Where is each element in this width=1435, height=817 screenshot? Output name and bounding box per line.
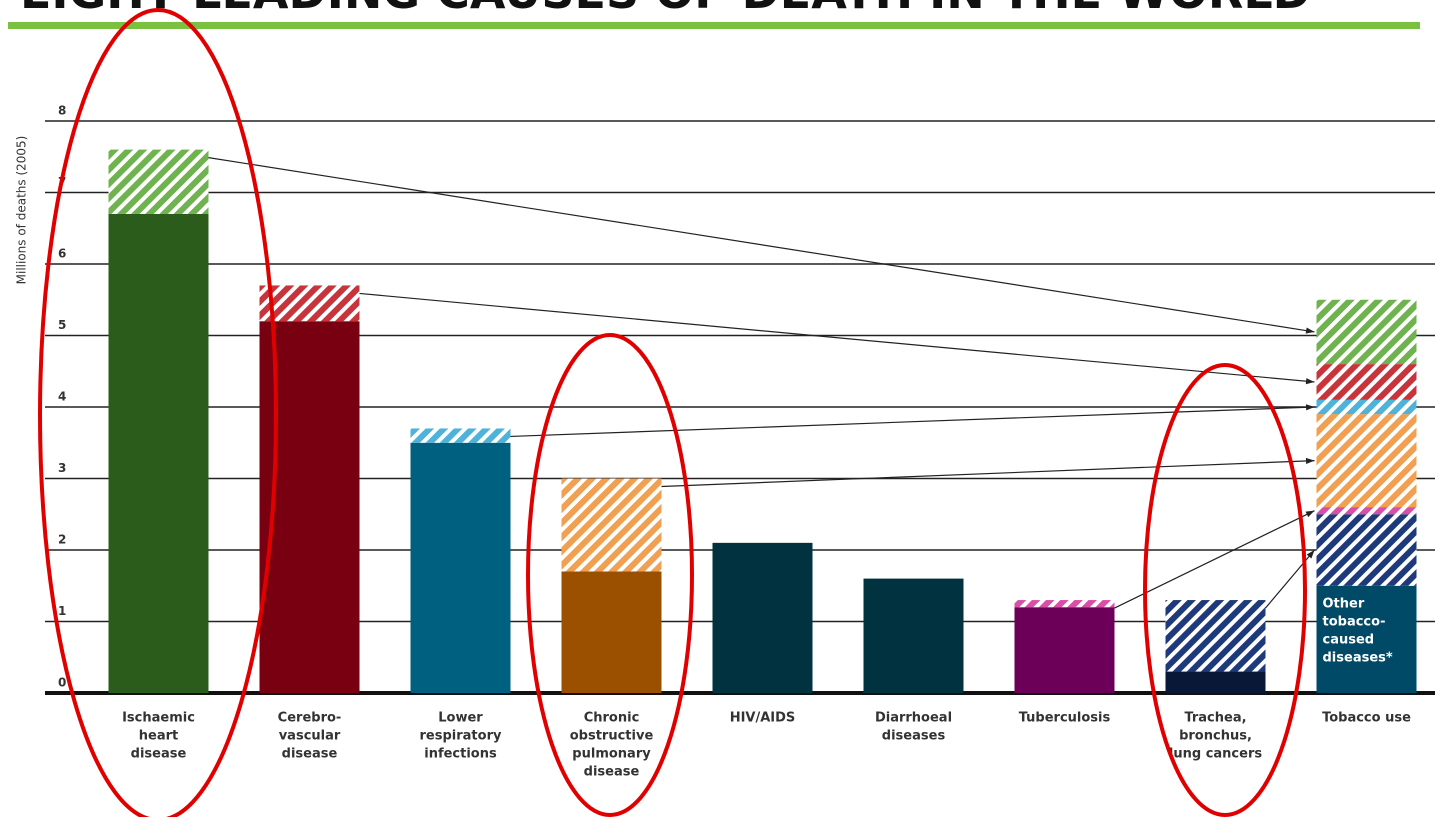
x-tick-label: Cerebro- [278, 711, 342, 726]
bar [863, 578, 964, 693]
segment-label: tobacco- [1323, 614, 1386, 629]
arrow-head [1305, 378, 1315, 385]
arrow-head [1306, 550, 1315, 559]
x-tick-label: lung cancers [1169, 747, 1262, 762]
stack-segment [1316, 364, 1417, 400]
bar-hatched [1165, 600, 1266, 672]
highlight-ellipse [1143, 363, 1307, 817]
x-tick-label: vascular [279, 729, 341, 744]
x-tick-label: bronchus, [1179, 729, 1252, 744]
y-tick-label: 4 [58, 390, 66, 404]
x-tick-label: Trachea, [1184, 711, 1246, 726]
bar [1165, 671, 1266, 693]
plot: 012345678IschaemicheartdiseaseCerebro-va… [45, 104, 1435, 780]
x-tick-label: Diarrhoeal [875, 711, 952, 726]
arrow-head [1305, 510, 1315, 518]
highlight-ellipse [38, 8, 278, 817]
arrow-head [1305, 457, 1315, 465]
bar [712, 542, 813, 693]
x-tick-label: HIV/AIDS [730, 711, 796, 726]
arrow-line [510, 406, 1315, 438]
highlight-ellipse [526, 333, 694, 817]
x-tick-label: Tobacco use [1322, 711, 1411, 726]
x-tick-label: Ischaemic [122, 711, 195, 726]
arrow-line [1265, 549, 1315, 609]
stack-segment [1316, 399, 1417, 415]
x-tick-label: diseases [882, 729, 946, 744]
x-tick-label: Lower [438, 711, 483, 726]
x-tick-label: obstructive [570, 729, 654, 744]
x-tick-label: disease [584, 765, 640, 780]
x-tick-label: Tuberculosis [1019, 711, 1111, 726]
annotations [38, 8, 1307, 817]
segment-label: diseases* [1323, 650, 1393, 665]
stack-segment [1316, 514, 1417, 586]
arrow-head [1305, 327, 1315, 334]
y-tick-label: 8 [58, 104, 66, 118]
x-tick-label: disease [282, 747, 338, 762]
y-tick-label: 0 [58, 676, 66, 690]
arrow-line [1114, 510, 1315, 609]
bar-hatched [410, 428, 511, 443]
title-rule [8, 22, 1420, 29]
x-tick-label: heart [139, 729, 178, 744]
y-axis-label: Millions of deaths (2005) [15, 136, 29, 285]
y-tick-label: 5 [58, 318, 66, 332]
bar-hatched [259, 285, 360, 322]
arrow-line [359, 292, 1315, 383]
bar-hatched [1014, 600, 1115, 608]
stack-segment [1316, 585, 1417, 693]
x-tick-label: pulmonary [572, 747, 651, 762]
bar-hatched [561, 478, 662, 572]
segment-label: caused [1323, 632, 1375, 647]
x-tick-label: Chronic [584, 711, 640, 726]
x-tick-label: infections [424, 747, 497, 762]
bar-hatched [108, 149, 209, 214]
bar [108, 213, 209, 693]
y-tick-label: 1 [58, 604, 66, 618]
segment-label: Other [1323, 596, 1365, 611]
stack-segment [1316, 507, 1417, 515]
x-tick-label: respiratory [420, 729, 502, 744]
stack-segment [1316, 414, 1417, 508]
arrow-line [661, 460, 1315, 488]
y-tick-label: 6 [58, 247, 66, 261]
x-tick-label: disease [131, 747, 187, 762]
stack-segment [1316, 299, 1417, 365]
arrow-head [1305, 404, 1315, 411]
bar [561, 571, 662, 693]
bar [1014, 607, 1115, 693]
y-tick-label: 3 [58, 461, 66, 475]
y-tick-label: 2 [58, 533, 66, 547]
arrow-line [208, 157, 1315, 333]
chart-title: EIGHT LEADING CAUSES OF DEATH IN THE WOR… [20, 0, 1311, 19]
bar [410, 442, 511, 693]
